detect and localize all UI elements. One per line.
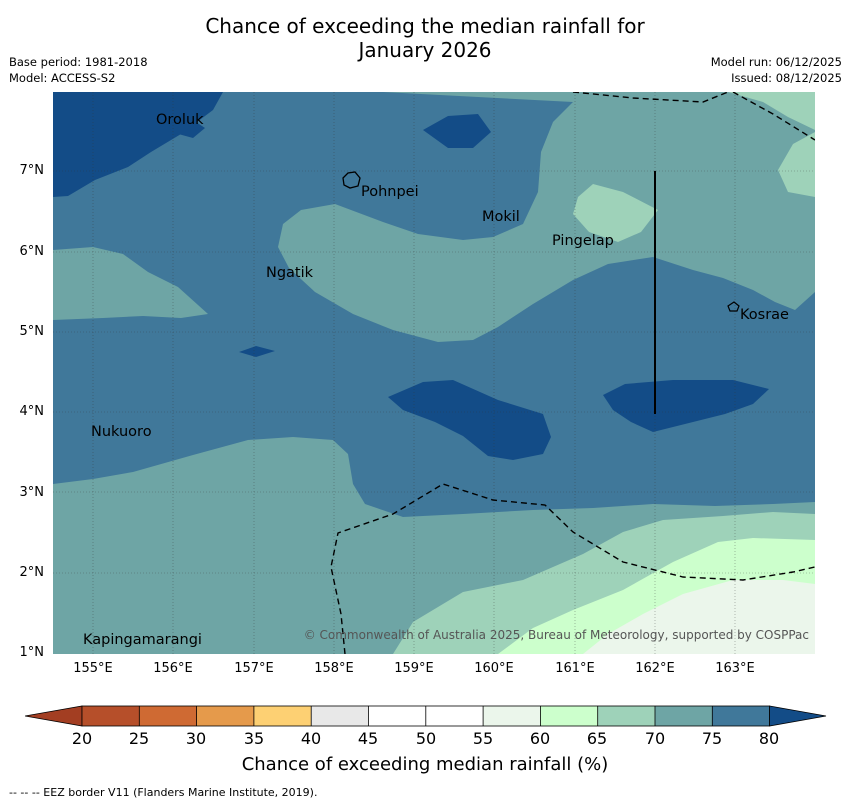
map-panel[interactable]: Oroluk Pohnpei Mokil Pingelap Ngatik Kos…	[53, 92, 815, 654]
colorbar-segment	[655, 706, 713, 726]
place-label: Kapingamarangi	[83, 632, 202, 648]
band-65-70-pingelap	[573, 184, 658, 242]
kosrae-island	[727, 301, 740, 312]
model-label: Model: ACCESS-S2	[9, 71, 116, 85]
colorbar-arrow-low	[25, 705, 83, 727]
colorbar-segment	[82, 706, 140, 726]
place-label: Oroluk	[156, 112, 204, 128]
place-label: Mokil	[482, 209, 520, 225]
colorbar-label: Chance of exceeding median rainfall (%)	[241, 754, 609, 775]
colorbar-tick: 35	[243, 729, 265, 748]
place-label: Ngatik	[266, 265, 314, 281]
y-tick: 5°N	[19, 324, 45, 339]
x-tick: 156°E	[153, 661, 193, 676]
y-tick: 1°N	[19, 645, 45, 660]
band-80-north-center	[423, 114, 491, 148]
colorbar-tick: 30	[185, 729, 207, 748]
base-period-label: Base period: 1981-2018	[9, 55, 148, 69]
issued-label: Issued: 08/12/2025	[731, 71, 842, 85]
x-tick: 158°E	[314, 661, 354, 676]
meta-right: Model run: 06/12/2025 Issued: 08/12/2025	[711, 54, 842, 86]
map-svg	[53, 92, 815, 654]
x-tick: 155°E	[73, 661, 113, 676]
title-line-2: January 2026	[358, 38, 492, 62]
y-tick: 6°N	[19, 244, 45, 259]
colorbar-tick: 20	[71, 729, 93, 748]
footnote: -- -- -- EEZ border V11 (Flanders Marine…	[9, 786, 318, 799]
eez-borders	[330, 92, 815, 654]
colorbar-tick: 75	[701, 729, 723, 748]
colorbar-tick: 60	[529, 729, 551, 748]
colorbar-arrow-high	[769, 705, 827, 727]
y-tick: 7°N	[19, 163, 45, 178]
chart-title: Chance of exceeding the median rainfall …	[0, 14, 850, 62]
colorbar-segment	[483, 706, 541, 726]
meta-left: Base period: 1981-2018 Model: ACCESS-S2	[9, 54, 148, 86]
colorbar-tick: 50	[415, 729, 437, 748]
x-tick: 160°E	[474, 661, 514, 676]
colorbar-segment	[368, 706, 426, 726]
colorbar-frame	[81, 705, 770, 727]
model-run-label: Model run: 06/12/2025	[710, 55, 842, 69]
x-tick: 163°E	[715, 661, 755, 676]
copyright-notice: © Commonwealth of Australia 2025, Bureau…	[303, 628, 809, 642]
band-65-70-east-small	[778, 132, 815, 197]
colorbar	[25, 705, 827, 727]
colorbar-tick: 25	[128, 729, 150, 748]
colorbar-segment	[540, 706, 598, 726]
band-80-east	[603, 380, 769, 432]
band-80-central	[388, 380, 551, 460]
band-80-oroluk	[168, 120, 205, 138]
y-tick: 2°N	[19, 565, 45, 580]
band-65-70-ne	[728, 92, 815, 130]
colorbar-tick: 55	[472, 729, 494, 748]
title-line-1: Chance of exceeding the median rainfall …	[205, 14, 645, 38]
colorbar-segment	[253, 706, 312, 726]
x-tick: 162°E	[635, 661, 675, 676]
x-tick: 161°E	[555, 661, 595, 676]
colorbar-segment	[196, 706, 254, 726]
colorbar-tick: 80	[758, 729, 780, 748]
colorbar-tick: 40	[300, 729, 322, 748]
band-55-60	[583, 580, 815, 654]
place-label: Pohnpei	[361, 184, 419, 200]
place-label: Pingelap	[552, 233, 614, 249]
band-80-small	[239, 346, 275, 357]
y-tick: 4°N	[19, 404, 45, 419]
x-tick: 159°E	[394, 661, 434, 676]
pohnpei-island	[342, 171, 361, 189]
colorbar-tick: 70	[644, 729, 666, 748]
x-tick: 157°E	[234, 661, 274, 676]
colorbar-segment	[311, 706, 369, 726]
colorbar-segment	[425, 706, 484, 726]
place-label: Nukuoro	[91, 424, 152, 440]
colorbar-tick: 65	[586, 729, 608, 748]
y-tick: 3°N	[19, 485, 45, 500]
colorbar-segment	[597, 706, 655, 726]
band-70-75-north	[278, 92, 815, 342]
band-70-75-west	[53, 247, 208, 320]
colorbar-segment	[139, 706, 197, 726]
colorbar-segment	[712, 706, 770, 726]
place-label: Kosrae	[740, 307, 789, 323]
colorbar-tick: 45	[357, 729, 379, 748]
